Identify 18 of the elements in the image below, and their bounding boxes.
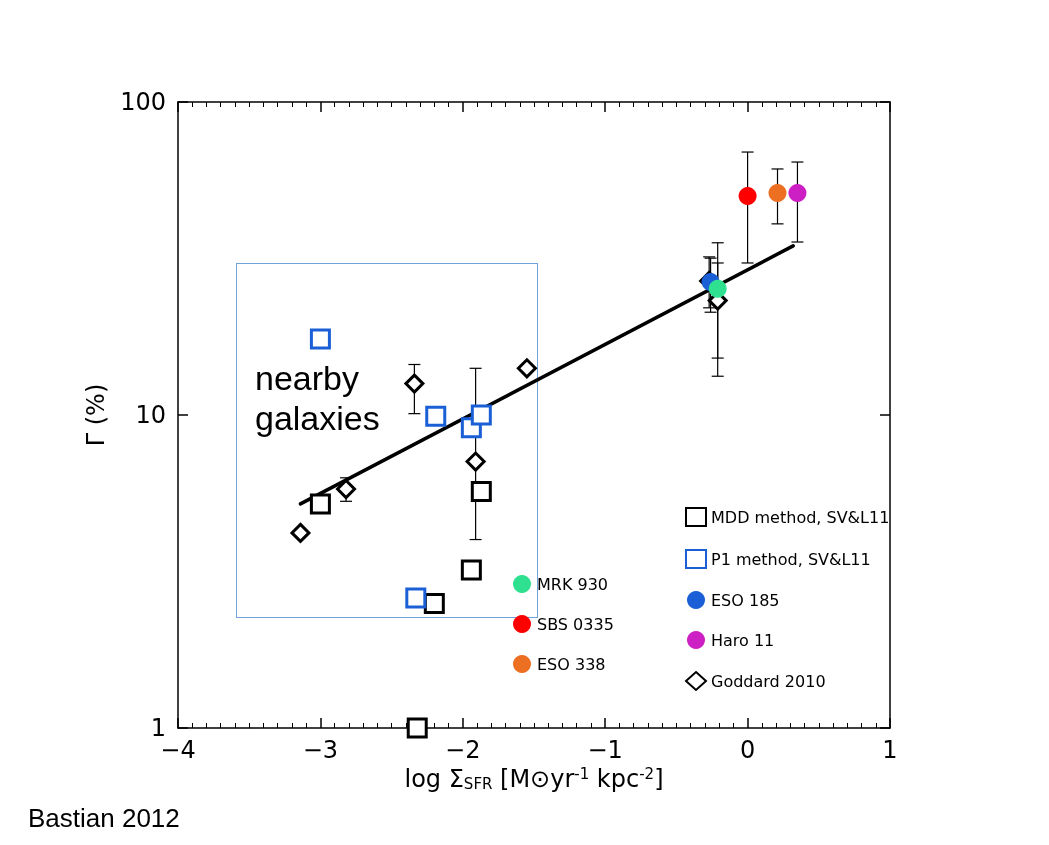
legend-label: Goddard 2010 (711, 671, 826, 691)
x-tick-label: −3 (302, 736, 339, 764)
legend-label: MRK 930 (537, 574, 609, 594)
annotation: nearby galaxies (255, 358, 381, 438)
legend-label: P1 method, SV&L11 (711, 549, 871, 569)
y-tick-label: 10 (135, 401, 166, 429)
legend-label: SBS 0335 (537, 614, 614, 634)
x-tick-label: −1 (587, 736, 623, 764)
legend-label: MDD method, SV&L11 (711, 507, 890, 527)
text: Bastian 2012 (28, 803, 180, 834)
legend-label: ESO 185 (711, 590, 780, 610)
legend-label: ESO 338 (537, 654, 606, 674)
x-tick-label: 1 (882, 736, 898, 764)
y-tick-label: 100 (120, 88, 166, 116)
x-tick-label: −2 (445, 736, 481, 764)
x-tick-label: 0 (739, 736, 756, 764)
y-axis-title: Γ (%) (82, 383, 110, 447)
legend-label: Haro 11 (711, 630, 775, 650)
